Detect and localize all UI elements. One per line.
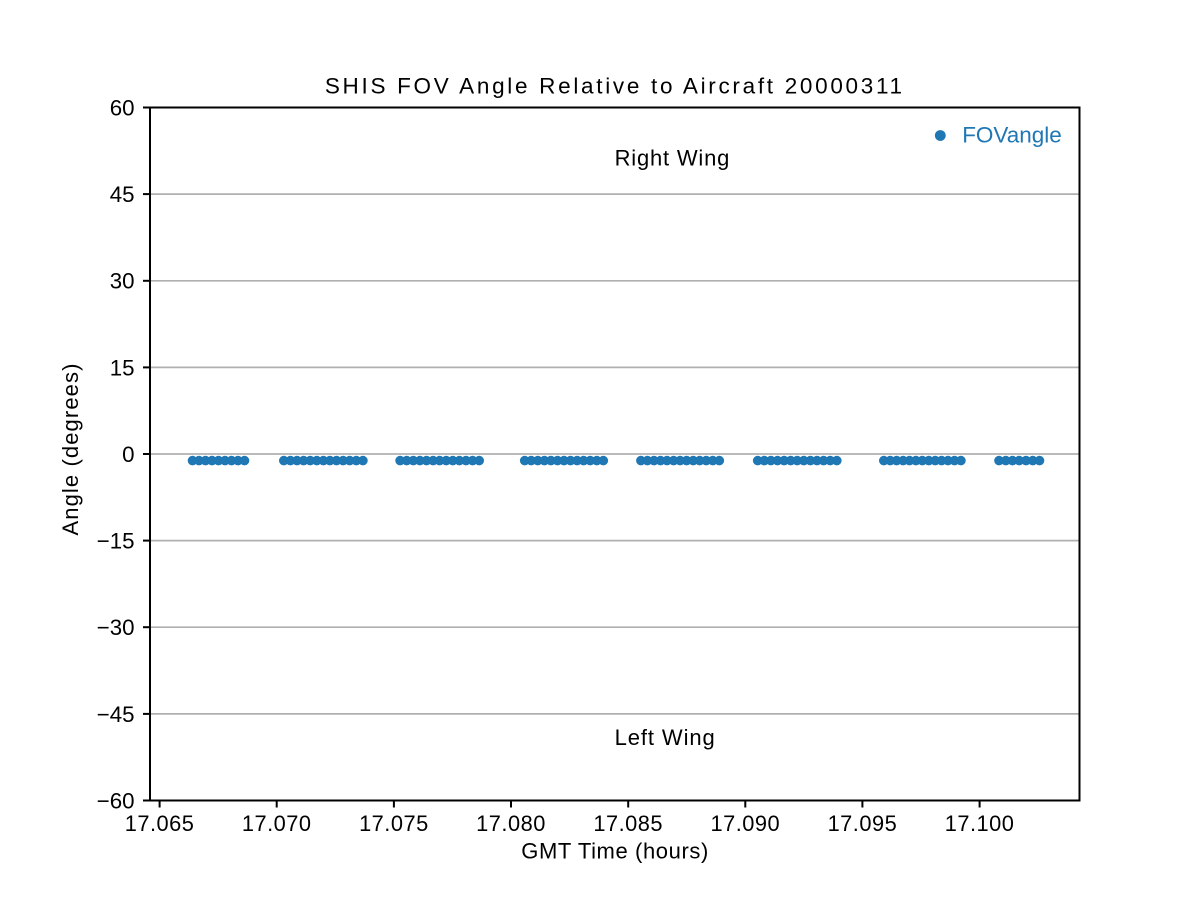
- svg-text:17.095: 17.095: [828, 811, 898, 836]
- svg-text:Right Wing: Right Wing: [615, 145, 731, 170]
- svg-text:0: 0: [122, 442, 134, 467]
- svg-text:−30: −30: [97, 615, 135, 640]
- svg-text:30: 30: [110, 269, 135, 294]
- svg-text:Left Wing: Left Wing: [615, 725, 716, 750]
- svg-text:60: 60: [110, 95, 135, 120]
- svg-text:17.070: 17.070: [242, 811, 312, 836]
- svg-text:−15: −15: [97, 529, 135, 554]
- svg-text:45: 45: [110, 182, 135, 207]
- svg-text:−60: −60: [97, 788, 135, 813]
- svg-text:17.065: 17.065: [125, 811, 195, 836]
- svg-text:FOVangle: FOVangle: [962, 123, 1062, 148]
- svg-text:GMT Time (hours): GMT Time (hours): [521, 838, 709, 863]
- svg-text:17.090: 17.090: [710, 811, 780, 836]
- svg-text:Angle (degrees): Angle (degrees): [58, 362, 83, 535]
- svg-text:17.080: 17.080: [476, 811, 546, 836]
- svg-text:17.085: 17.085: [593, 811, 663, 836]
- svg-text:−45: −45: [97, 702, 135, 727]
- svg-text:SHIS FOV Angle Relative to Air: SHIS FOV Angle Relative to Aircraft 2000…: [325, 73, 905, 98]
- svg-text:17.075: 17.075: [359, 811, 429, 836]
- svg-text:15: 15: [110, 355, 135, 380]
- svg-text:17.100: 17.100: [945, 811, 1015, 836]
